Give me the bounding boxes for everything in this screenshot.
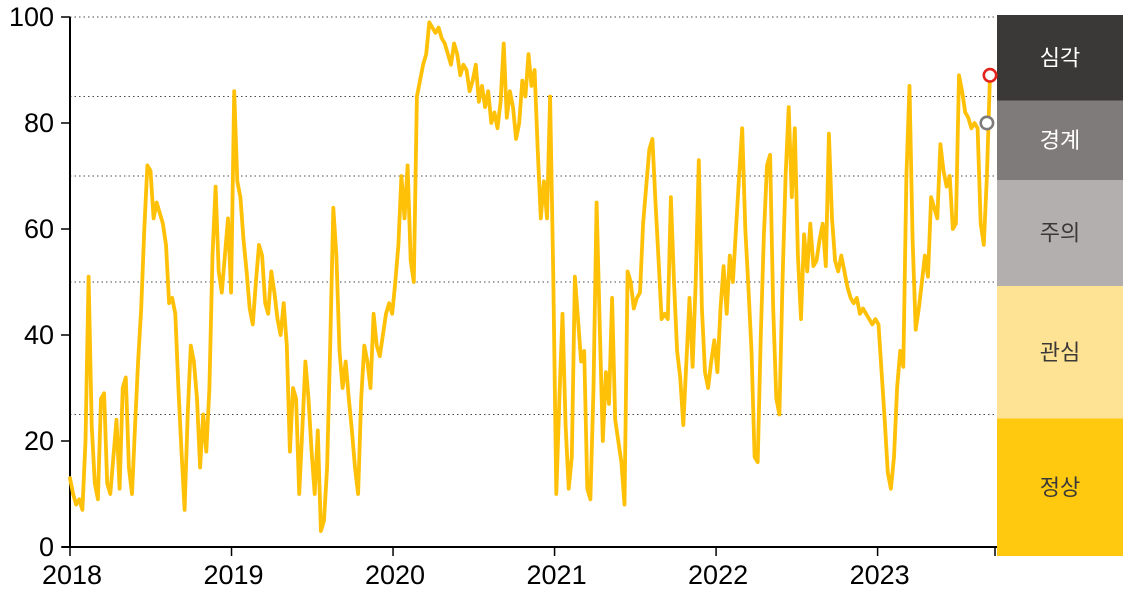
x-tick-label: 2018: [42, 560, 102, 590]
x-tick-label: 2020: [365, 560, 425, 590]
legend-band-label-4: 정상: [1040, 475, 1080, 500]
previous-point-marker: [979, 115, 995, 131]
legend-band-label-1: 경계: [1040, 128, 1080, 153]
legend-band-label-0: 심각: [1040, 45, 1080, 70]
y-tick-label: 0: [39, 532, 54, 562]
x-tick-label: 2022: [688, 560, 748, 590]
legend-band-label-2: 주의: [1040, 221, 1080, 246]
legend-band-1: [997, 100, 1123, 180]
series-line: [68, 20, 992, 533]
y-tick-label: 40: [24, 320, 54, 350]
x-tick-label: 2023: [850, 560, 910, 590]
y-tick-label: 80: [24, 108, 54, 138]
y-tick-label: 100: [9, 2, 54, 32]
legend-band-3: [997, 286, 1123, 419]
legend-band-4: [997, 418, 1123, 556]
latest-point-marker: [982, 67, 998, 83]
y-tick-label: 20: [24, 426, 54, 456]
legend-band-label-3: 관심: [1040, 340, 1080, 365]
x-tick-label: 2019: [203, 560, 263, 590]
legend-band-2: [997, 180, 1123, 286]
legend-band-0: [997, 15, 1123, 101]
x-tick-label: 2021: [527, 560, 587, 590]
y-tick-label: 60: [24, 214, 54, 244]
